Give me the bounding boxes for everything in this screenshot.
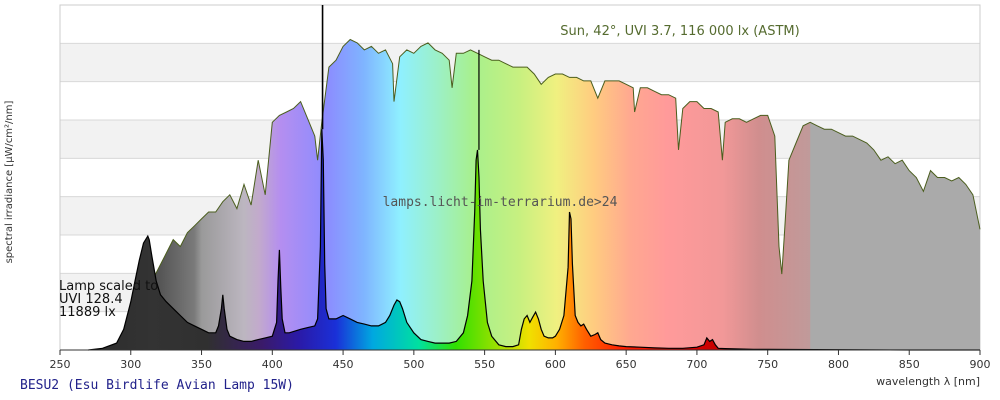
x-tick-label: 700 xyxy=(686,358,707,371)
lamp-scaled-line-3: 11889 lx xyxy=(59,305,116,320)
x-tick-label: 850 xyxy=(899,358,920,371)
lamp-scaled-line-2: UVI 128.4 xyxy=(59,292,123,307)
lamp-spectrum-line xyxy=(88,129,980,351)
sun-spectrum-line xyxy=(123,38,981,351)
x-tick-label: 550 xyxy=(474,358,495,371)
x-tick-label: 350 xyxy=(191,358,212,371)
sun-spectrum-area xyxy=(123,39,980,350)
x-tick-label: 400 xyxy=(262,358,283,371)
x-tick-label: 500 xyxy=(403,358,424,371)
lamp-spectrum-area xyxy=(88,129,981,350)
grid-band xyxy=(60,5,980,44)
x-tick-label: 750 xyxy=(757,358,778,371)
x-tick-label: 600 xyxy=(545,358,566,371)
x-tick-label: 900 xyxy=(970,358,991,371)
x-axis-label: wavelength λ [nm] xyxy=(876,375,980,388)
x-tick-label: 450 xyxy=(333,358,354,371)
x-axis: 250 300 350 400 450 500 550 600 650 700 750 800 850 9… xyxy=(50,349,991,371)
x-tick-label: 300 xyxy=(120,358,141,371)
y-axis-label: spectral irradiance [µW/cm²/nm] xyxy=(4,100,15,263)
lamp-scaled-line-1: Lamp scaled to xyxy=(59,279,158,294)
sun-annotation: Sun, 42°, UVI 3.7, 116 000 lx (ASTM) xyxy=(560,24,799,39)
sun-spectrum-series xyxy=(123,38,981,351)
x-tick-label: 650 xyxy=(616,358,637,371)
x-tick-label: 250 xyxy=(50,358,71,371)
watermark-text: lamps.licht-im-terrarium.de>24 xyxy=(383,195,618,210)
x-tick-label: 800 xyxy=(828,358,849,371)
lamp-name-label: BESU2 (Esu Birdlife Avian Lamp 15W) xyxy=(20,378,294,393)
lamp-spectrum-series xyxy=(88,5,981,351)
